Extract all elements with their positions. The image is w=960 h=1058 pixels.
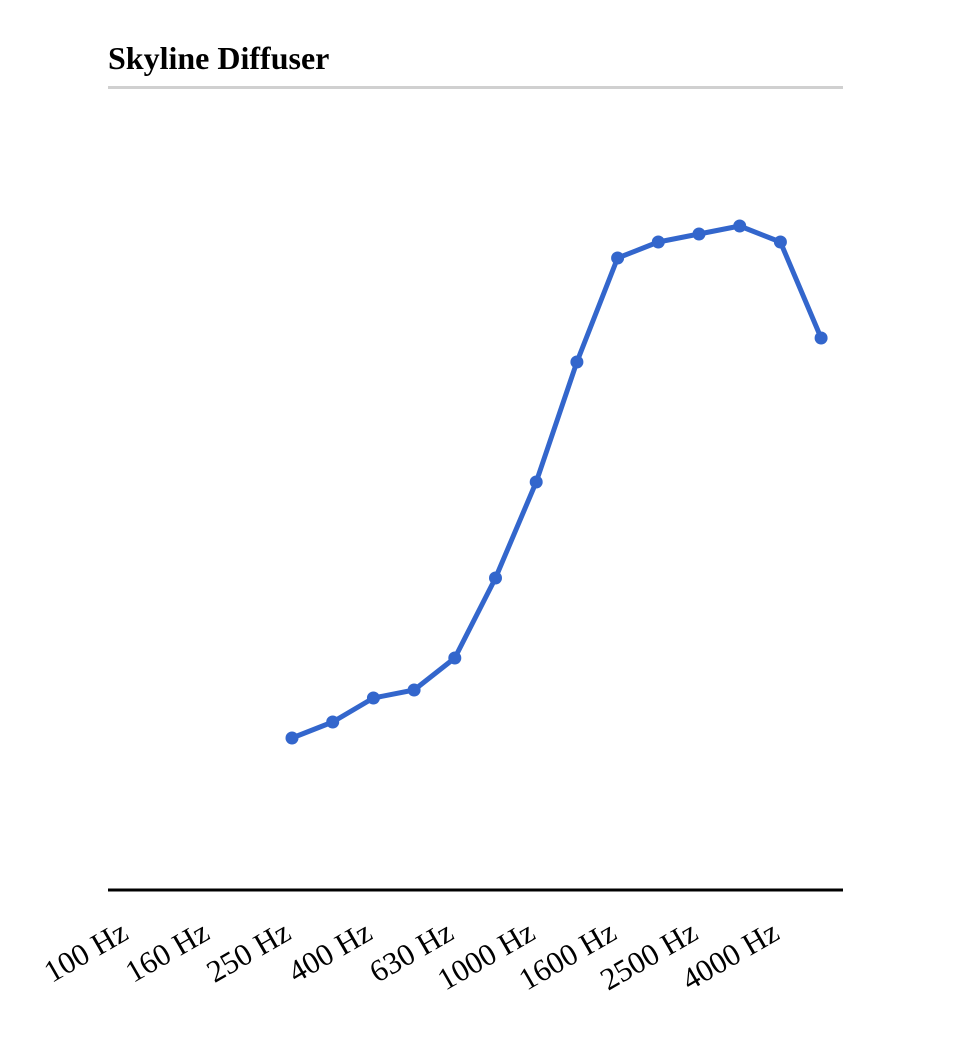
data-point: 800 Hz: 0.79: [611, 251, 625, 265]
title-divider: [108, 86, 843, 89]
data-point: 1250 Hz: 0.82: [692, 227, 706, 241]
data-point: 400 Hz: 0.39: [489, 571, 502, 585]
data-point: 125 Hz: 0.19: [285, 731, 299, 745]
x-tick-label: 160 Hz: [119, 914, 215, 990]
data-point: 315 Hz: 0.29: [448, 651, 462, 665]
data-point: 160 Hz: 0.21: [326, 715, 340, 729]
data-point: 1000 Hz: 0.81: [651, 235, 665, 249]
data-point: 2500 Hz: 0.69: [814, 331, 828, 345]
data-points: 125 Hz: 0.19 160 Hz: 0.21 200 Hz: 0.24 250 …: [285, 219, 828, 745]
data-point: 250 Hz: 0.25: [407, 683, 421, 697]
data-point: 2000 Hz: 0.81: [773, 235, 787, 249]
data-point: 630 Hz: 0.66: [570, 355, 584, 369]
x-tick-label: 100 Hz: [38, 914, 134, 990]
data-point: 200 Hz: 0.24: [366, 691, 380, 705]
x-tick-label: 250 Hz: [201, 914, 297, 990]
series-line: [291, 223, 824, 741]
series-line-layer: [291, 223, 824, 741]
x-tick-label: 400 Hz: [282, 914, 378, 990]
chart-title: Skyline Diffuser: [108, 40, 330, 76]
data-point: 500 Hz: 0.51: [529, 475, 543, 489]
data-point: 1600 Hz: 0.83: [733, 219, 747, 233]
